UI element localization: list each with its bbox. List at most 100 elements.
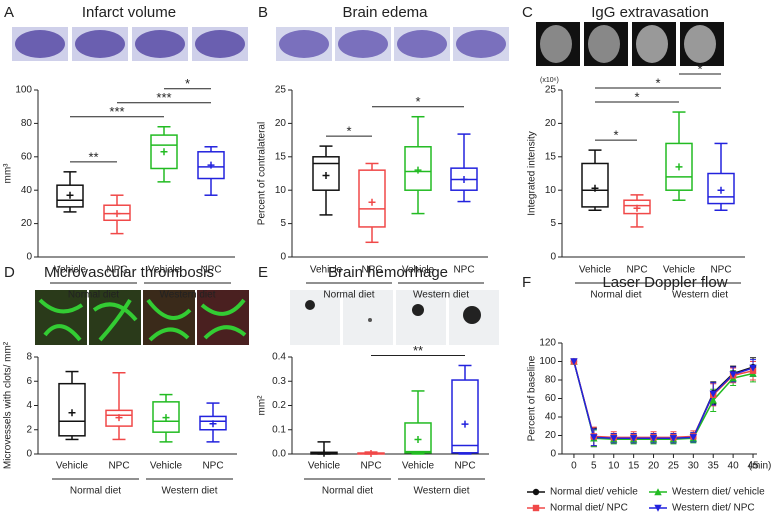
y-tick-label: 20: [545, 430, 557, 441]
x-tick-label: NPC: [453, 265, 474, 276]
marker: [532, 488, 540, 496]
box: [404, 422, 432, 454]
box-plot: [451, 364, 479, 455]
group-label: Western diet: [160, 290, 216, 301]
y-tick-label: 4: [26, 400, 32, 411]
significance-label: **: [413, 343, 423, 358]
x-tick-label: Vehicle: [579, 265, 612, 276]
series-line: [573, 361, 754, 440]
significance-label: *: [415, 94, 420, 109]
x-tick-label: NPC: [710, 265, 731, 276]
x-tick-label: NPC: [361, 265, 382, 276]
series-line: [573, 361, 754, 440]
group-label: Normal diet: [590, 290, 641, 301]
x-tick-label: 40: [728, 461, 740, 472]
y-tick-label: 25: [275, 85, 287, 96]
significance-label: *: [697, 61, 702, 76]
y-tick-label: 20: [21, 218, 33, 229]
image: [195, 30, 245, 58]
panel-d-images: [35, 290, 249, 345]
significance-label: **: [88, 149, 98, 164]
y-tick-label: 0.2: [272, 400, 286, 411]
panel-letter: B: [258, 4, 268, 21]
image: [146, 298, 192, 342]
marker: [749, 364, 757, 372]
image: [412, 304, 424, 316]
y-tick-label: 0.4: [272, 352, 286, 363]
x-tick-label: NPC: [108, 461, 129, 472]
x-tick-label: 30: [688, 461, 700, 472]
box-plot: [450, 133, 478, 203]
box-plot: [103, 194, 131, 235]
y-tick-label: 80: [545, 375, 557, 386]
chart-title: Brain hemorrhage: [328, 264, 448, 281]
marker: [590, 434, 598, 442]
chart-title: Brain edema: [342, 4, 428, 21]
x-tick-label: Vehicle: [308, 461, 341, 472]
box-plot: [150, 125, 178, 183]
y-tick-label: 10: [275, 185, 287, 196]
image: [279, 30, 329, 58]
x-tick-label: Vehicle: [148, 265, 181, 276]
y-tick-label: 0.0: [272, 449, 286, 460]
y-tick-label: 80: [21, 118, 33, 129]
panel-letter: C: [522, 4, 533, 21]
box-plot: [357, 450, 385, 458]
box: [105, 409, 133, 427]
mean-marker: [367, 450, 375, 458]
marker: [649, 435, 658, 442]
box-plot: [404, 390, 432, 455]
legend-label: Normal diet/ vehicle: [550, 487, 638, 498]
x-tick-label: NPC: [454, 461, 475, 472]
y-tick-label: 0: [26, 449, 32, 460]
box-plot: [56, 171, 84, 213]
group-label: Normal diet: [70, 486, 121, 497]
chart-title: Infarct volume: [82, 4, 176, 21]
y-tick-label: 5: [550, 218, 556, 229]
image: [200, 298, 247, 340]
x-tick-label: NPC: [106, 265, 127, 276]
y-tick-label: 0: [550, 252, 556, 263]
mean-marker: [322, 172, 330, 180]
box: [358, 169, 386, 228]
chart-title: Laser Doppler flow: [602, 274, 727, 291]
box: [150, 134, 178, 170]
box-plot: [581, 149, 609, 211]
y-axis-label: Percent of baseline: [527, 355, 538, 441]
box: [665, 142, 693, 191]
chart-title: IgG extravasation: [591, 4, 709, 21]
box: [56, 184, 84, 208]
y-tick-label: 0: [280, 252, 286, 263]
panel-e-images: [290, 290, 499, 345]
x-tick-label: NPC: [202, 461, 223, 472]
mean-marker: [675, 163, 683, 171]
mean-marker: [207, 161, 215, 169]
mean-marker: [160, 148, 168, 156]
image: [75, 30, 125, 58]
box-plot: [199, 402, 227, 443]
box-plot: [58, 370, 86, 441]
y-tick-label: 40: [21, 185, 33, 196]
significance-label: ***: [109, 104, 124, 119]
x-tick-label: Vehicle: [663, 265, 696, 276]
significance-label: *: [613, 128, 618, 143]
y-tick-label: 2: [26, 424, 32, 435]
box-plot: [404, 115, 432, 215]
image: [38, 298, 84, 342]
marker: [669, 435, 678, 442]
y-tick-label: 40: [545, 412, 557, 423]
x-tick-label: Vehicle: [54, 265, 87, 276]
mean-marker: [460, 176, 468, 184]
image: [343, 290, 393, 345]
box: [404, 146, 432, 191]
panel-a-images: [12, 27, 248, 61]
y-tick-label: 20: [275, 118, 287, 129]
x-tick-label: Vehicle: [310, 265, 343, 276]
series-line: [573, 361, 754, 439]
box-plot: [358, 162, 386, 244]
box-plot: [105, 372, 133, 441]
image: [15, 30, 65, 58]
mean-marker: [66, 191, 74, 199]
panel-c-images: [536, 22, 724, 66]
